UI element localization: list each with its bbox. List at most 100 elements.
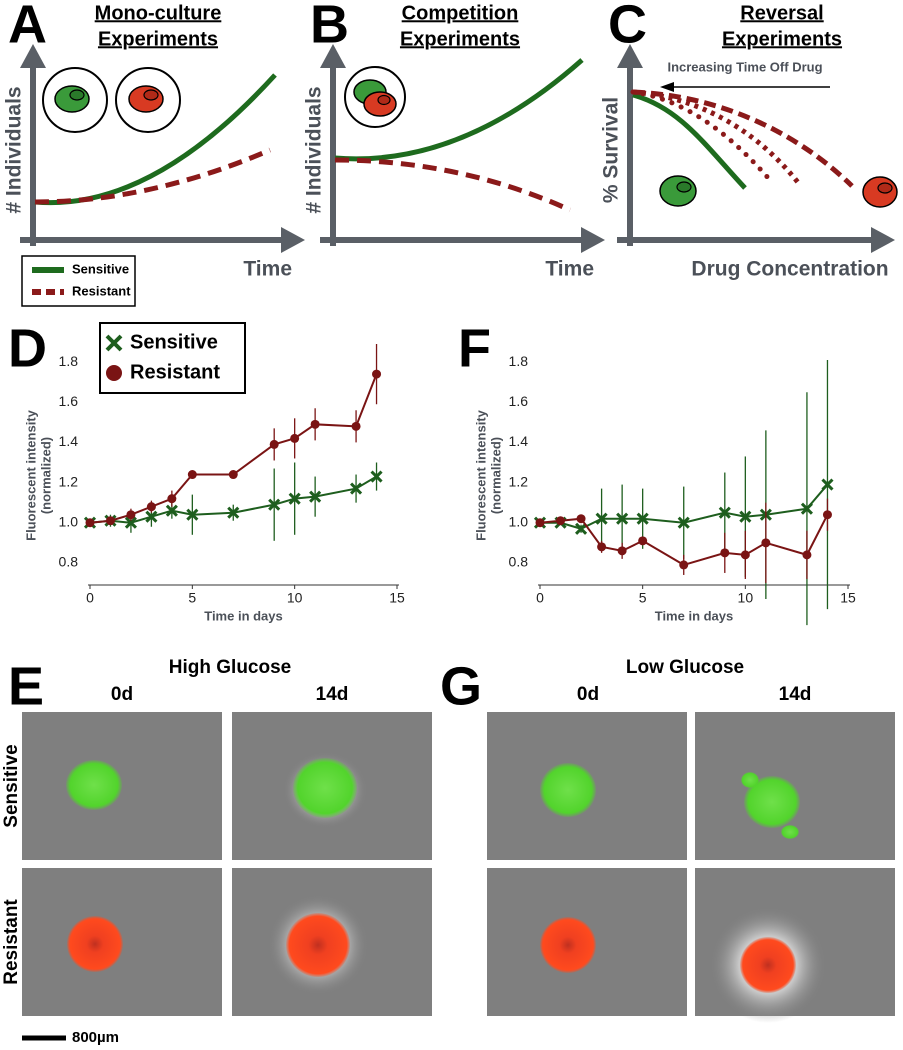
annotation: Increasing Time Off Drug xyxy=(667,59,822,74)
nucleus xyxy=(877,182,893,194)
marker xyxy=(350,482,363,495)
marker xyxy=(617,546,627,556)
marker xyxy=(761,538,771,548)
y-tick-label: 0.8 xyxy=(509,554,529,570)
marker-stroke xyxy=(821,478,834,491)
marker xyxy=(309,490,322,503)
x-tick-label: 15 xyxy=(840,590,856,606)
marker xyxy=(677,516,690,529)
marker xyxy=(597,542,607,552)
x-tick-label: 10 xyxy=(287,590,303,606)
marker-stroke xyxy=(309,490,322,503)
marker xyxy=(821,478,834,491)
panel-title: Experiments xyxy=(400,28,520,50)
y-tick-label: 1.0 xyxy=(509,513,529,529)
arrow-head xyxy=(581,227,605,253)
panel-title: Experiments xyxy=(722,28,842,50)
legend-label: Sensitive xyxy=(72,261,129,276)
series-line xyxy=(540,483,829,530)
y-tick-label: 1.8 xyxy=(509,353,529,369)
marker xyxy=(187,470,197,480)
x-label: Time in days xyxy=(204,608,283,623)
y-tick-label: 0.8 xyxy=(59,554,79,570)
legend-label: Sensitive xyxy=(130,331,218,353)
nucleus xyxy=(676,181,692,193)
spheroid xyxy=(781,825,799,839)
y-label: # Individuals xyxy=(3,86,26,213)
marker xyxy=(186,508,199,521)
spheroid xyxy=(540,917,596,973)
micrograph xyxy=(22,712,222,860)
marker-stroke xyxy=(595,512,608,525)
arrow-head xyxy=(660,82,674,92)
arrow-head xyxy=(617,44,643,68)
y-label: (normalized) xyxy=(488,437,503,514)
marker xyxy=(85,518,95,528)
marker-stroke xyxy=(145,510,158,523)
panel-c: C Reversal Experiments Drug Concentratio… xyxy=(600,0,898,281)
y-tick-label: 1.4 xyxy=(59,433,79,449)
legend xyxy=(21,255,136,307)
column-label: 0d xyxy=(111,684,133,705)
marker xyxy=(269,439,279,449)
column-label: 0d xyxy=(577,684,599,705)
panel-letter: A xyxy=(8,0,47,54)
spheroid xyxy=(741,772,759,788)
marker xyxy=(145,510,158,523)
marker xyxy=(740,550,750,560)
legend xyxy=(99,322,246,394)
spheroid xyxy=(293,758,357,818)
arrow-head xyxy=(20,44,46,68)
marker xyxy=(351,421,361,431)
spheroid xyxy=(744,776,800,828)
y-tick-label: 1.6 xyxy=(59,393,79,409)
marker xyxy=(576,514,586,524)
marker xyxy=(636,512,649,525)
spheroid xyxy=(740,937,796,993)
marker-stroke xyxy=(370,470,383,483)
x-label: Time xyxy=(545,258,594,281)
marker xyxy=(310,419,320,429)
marker xyxy=(595,512,608,525)
marker-stroke xyxy=(616,512,629,525)
curve xyxy=(632,89,854,188)
x-label: Drug Concentration xyxy=(691,258,888,281)
panel-title: High Glucose xyxy=(169,657,291,678)
marker-stroke xyxy=(718,506,731,519)
x-tick-label: 10 xyxy=(738,590,754,606)
marker xyxy=(802,550,812,560)
panel-letter: G xyxy=(440,656,482,716)
x-tick-label: 0 xyxy=(86,590,94,606)
marker xyxy=(556,516,566,526)
marker xyxy=(575,522,588,535)
legend-label: Resistant xyxy=(72,283,131,298)
marker-stroke xyxy=(575,522,588,535)
y-label: (normalized) xyxy=(38,437,53,514)
nucleus xyxy=(143,89,159,101)
panel-title: Low Glucose xyxy=(626,657,744,678)
marker xyxy=(370,470,383,483)
marker-stroke xyxy=(677,516,690,529)
panel-e: E High Glucose 0d 14d Sensitive Resistan… xyxy=(1,656,432,1016)
marker xyxy=(535,518,545,528)
scale-label: 800µm xyxy=(72,1029,119,1046)
panel-a: A Mono-culture Experiments Time # Indivi… xyxy=(3,0,305,307)
marker-stroke xyxy=(739,510,752,523)
panel-letter: D xyxy=(8,318,47,378)
y-tick-label: 1.6 xyxy=(509,393,529,409)
x-tick-label: 5 xyxy=(639,590,647,606)
marker xyxy=(739,510,752,523)
marker xyxy=(638,536,648,546)
marker xyxy=(718,506,731,519)
nucleus xyxy=(69,89,85,101)
arrow-head xyxy=(320,44,346,68)
arrow-head xyxy=(871,227,895,253)
marker xyxy=(290,433,300,443)
marker xyxy=(679,560,689,570)
marker xyxy=(228,470,238,480)
series-line xyxy=(89,373,378,524)
marker-stroke xyxy=(350,482,363,495)
x-tick-label: 5 xyxy=(188,590,196,606)
panel-title: Competition xyxy=(402,2,519,24)
series-line xyxy=(89,475,378,524)
